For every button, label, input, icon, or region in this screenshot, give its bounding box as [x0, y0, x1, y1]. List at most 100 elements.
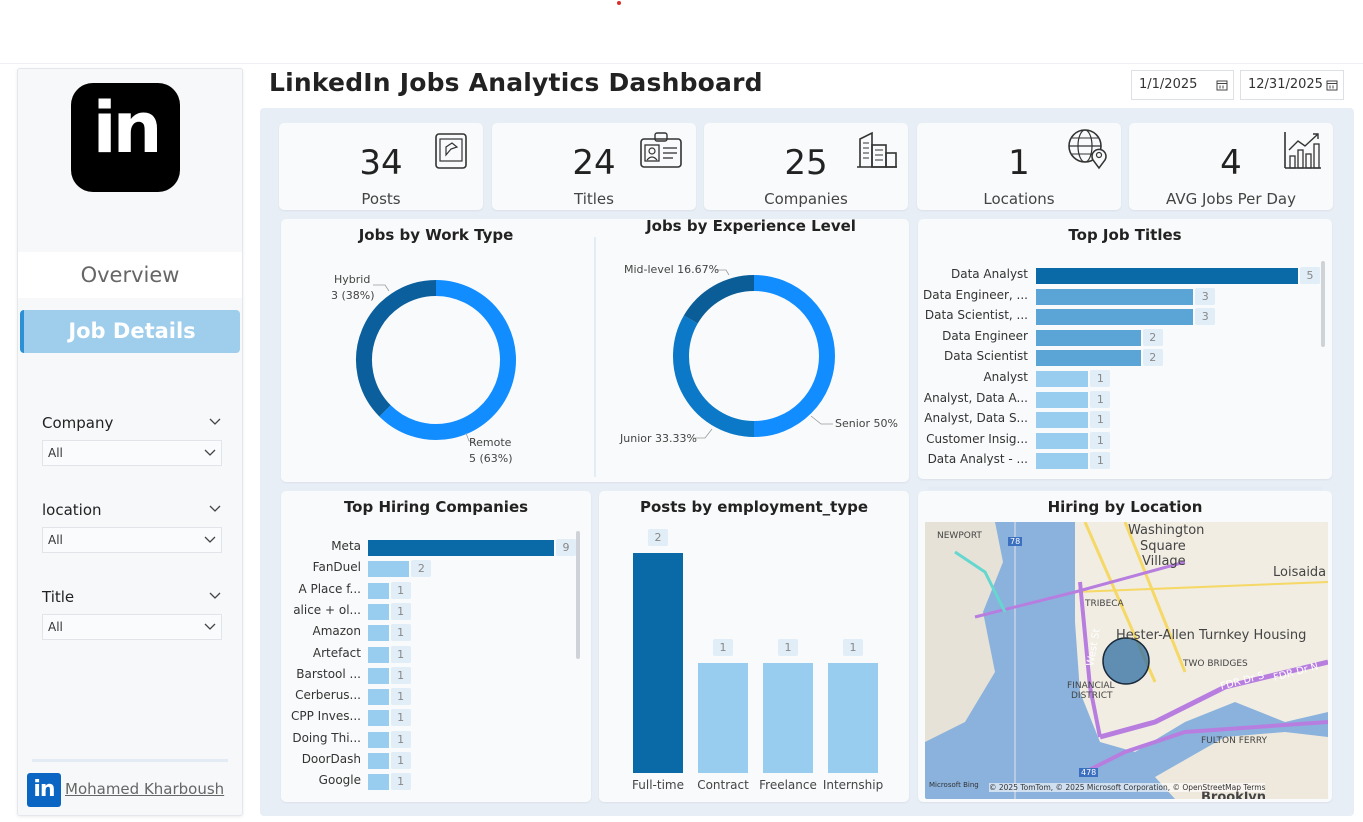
location-map[interactable]: Washington Square Village Loisaida NEWPO…	[925, 522, 1328, 799]
bar-category-label: alice + ol...	[293, 602, 361, 617]
bar[interactable]	[368, 540, 554, 556]
map-label: Washington	[1128, 523, 1205, 538]
bar[interactable]	[1036, 371, 1089, 387]
bar-category-label: Data Scientist	[944, 349, 1028, 364]
bar[interactable]	[1036, 350, 1141, 367]
map-attribution[interactable]: © 2025 TomTom, © 2025 Microsoft Corporat…	[989, 783, 1266, 792]
bar-value-label: 2	[1142, 349, 1163, 367]
nav-overview-button[interactable]: Overview	[18, 252, 242, 298]
author-link[interactable]: Mohamed Kharboush	[65, 780, 225, 798]
donut-slice-junior[interactable]	[673, 315, 755, 437]
map-label: TWO BRIDGES	[1183, 659, 1248, 669]
hybrid-label: Hybrid	[334, 273, 371, 286]
bar[interactable]	[368, 646, 389, 663]
title-dropdown[interactable]: All	[42, 614, 222, 640]
company-dropdown[interactable]: All	[42, 440, 222, 466]
bar[interactable]	[368, 689, 389, 706]
bar[interactable]	[633, 553, 683, 773]
scrollbar[interactable]	[576, 531, 580, 659]
leader-line	[693, 428, 713, 439]
map-label: FULTON FERRY	[1201, 736, 1268, 746]
donut-slice-mid-level[interactable]	[683, 275, 755, 324]
bar-category-label: Internship	[822, 778, 884, 792]
calendar-icon[interactable]	[1216, 79, 1228, 91]
start-date-input[interactable]: 1/1/2025	[1131, 70, 1234, 100]
report-top-bar	[0, 0, 1363, 64]
jersey-land	[925, 522, 1003, 742]
brooklyn-land	[1155, 732, 1328, 799]
remote-label: Remote	[469, 436, 512, 449]
bar-value-label: 1	[390, 773, 411, 791]
bar-category-label: Data Scientist, ...	[924, 308, 1028, 323]
top-companies-title: Top Hiring Companies	[343, 498, 529, 516]
bar[interactable]	[698, 663, 748, 773]
bar[interactable]	[1036, 432, 1089, 449]
bar[interactable]	[368, 731, 389, 748]
bar[interactable]	[368, 603, 389, 620]
bar[interactable]	[1036, 288, 1194, 305]
bar-value-label: 1	[390, 581, 411, 599]
bar[interactable]	[368, 561, 410, 578]
bar[interactable]	[1036, 391, 1089, 408]
start-date-value: 1/1/2025	[1139, 77, 1198, 92]
bar[interactable]	[368, 710, 389, 727]
bar[interactable]	[368, 753, 389, 769]
location-bubble[interactable]	[1102, 637, 1150, 685]
calendar-icon[interactable]	[1326, 79, 1338, 91]
bar[interactable]	[368, 774, 389, 791]
bar-value-label: 1	[390, 752, 411, 769]
linkedin-icon[interactable]: in	[27, 773, 61, 807]
chevron-down-icon	[204, 623, 216, 630]
top-job-titles-title: Top Job Titles	[1068, 226, 1182, 244]
donut-slice-remote[interactable]	[379, 280, 516, 440]
bar-category-label: FanDuel	[312, 560, 361, 575]
bar[interactable]	[1036, 268, 1298, 284]
map-label: Square	[1140, 539, 1186, 554]
bar[interactable]	[1036, 453, 1089, 470]
bar-value-label: 1	[1090, 452, 1111, 470]
bar[interactable]	[368, 667, 389, 684]
bar-value-label: 1	[1090, 431, 1111, 449]
map-label: Loisaida	[1273, 565, 1327, 580]
leader-line	[465, 432, 475, 442]
bar[interactable]	[763, 663, 813, 773]
scrollbar[interactable]	[1321, 261, 1325, 347]
donut-charts	[356, 269, 835, 442]
bar-category-label: Full-time	[632, 778, 684, 792]
fdr-route	[1099, 659, 1328, 740]
manhattan-land	[1075, 522, 1328, 752]
bar-category-label: Data Engineer, ...	[923, 287, 1028, 302]
donut-slice-senior[interactable]	[753, 275, 835, 437]
end-date-value: 12/31/2025	[1248, 77, 1323, 92]
rail-line	[954, 550, 1007, 613]
donut-slice-hybrid[interactable]	[356, 280, 437, 417]
chevron-down-icon[interactable]	[208, 589, 222, 603]
kpi-card-locations: 1 Locations	[917, 123, 1121, 210]
bar[interactable]	[1036, 412, 1089, 429]
linkedin-logo-icon: in	[71, 83, 180, 192]
bar-category-label: A Place f...	[298, 581, 361, 596]
location-dropdown[interactable]: All	[42, 527, 222, 553]
bar-value-label: 1	[713, 639, 733, 656]
panel-divider	[594, 237, 596, 477]
bar[interactable]	[1036, 309, 1194, 326]
bar[interactable]	[368, 582, 389, 599]
kpi-value: 34	[359, 143, 403, 183]
bar[interactable]	[1036, 329, 1141, 346]
logo-text: in	[92, 87, 163, 169]
remote-detail: 5 (63%)	[469, 452, 513, 465]
nav-job-details-button[interactable]: Job Details	[20, 310, 240, 353]
bar-category-label: Data Analyst - ...	[927, 452, 1028, 467]
bar-category-label: Doing Thi...	[292, 730, 361, 745]
bar[interactable]	[368, 625, 389, 642]
end-date-input[interactable]: 12/31/2025	[1240, 70, 1344, 100]
title-dropdown-value: All	[48, 620, 63, 634]
title-filter: Title All	[42, 587, 222, 640]
experience-title: Jobs by Experience Level	[646, 217, 856, 235]
bar-category-label: Contract	[697, 778, 749, 792]
road	[1123, 522, 1187, 673]
chevron-down-icon[interactable]	[208, 502, 222, 516]
bar[interactable]	[828, 663, 878, 773]
chevron-down-icon[interactable]	[208, 415, 222, 429]
kpi-label: Companies	[764, 190, 848, 208]
